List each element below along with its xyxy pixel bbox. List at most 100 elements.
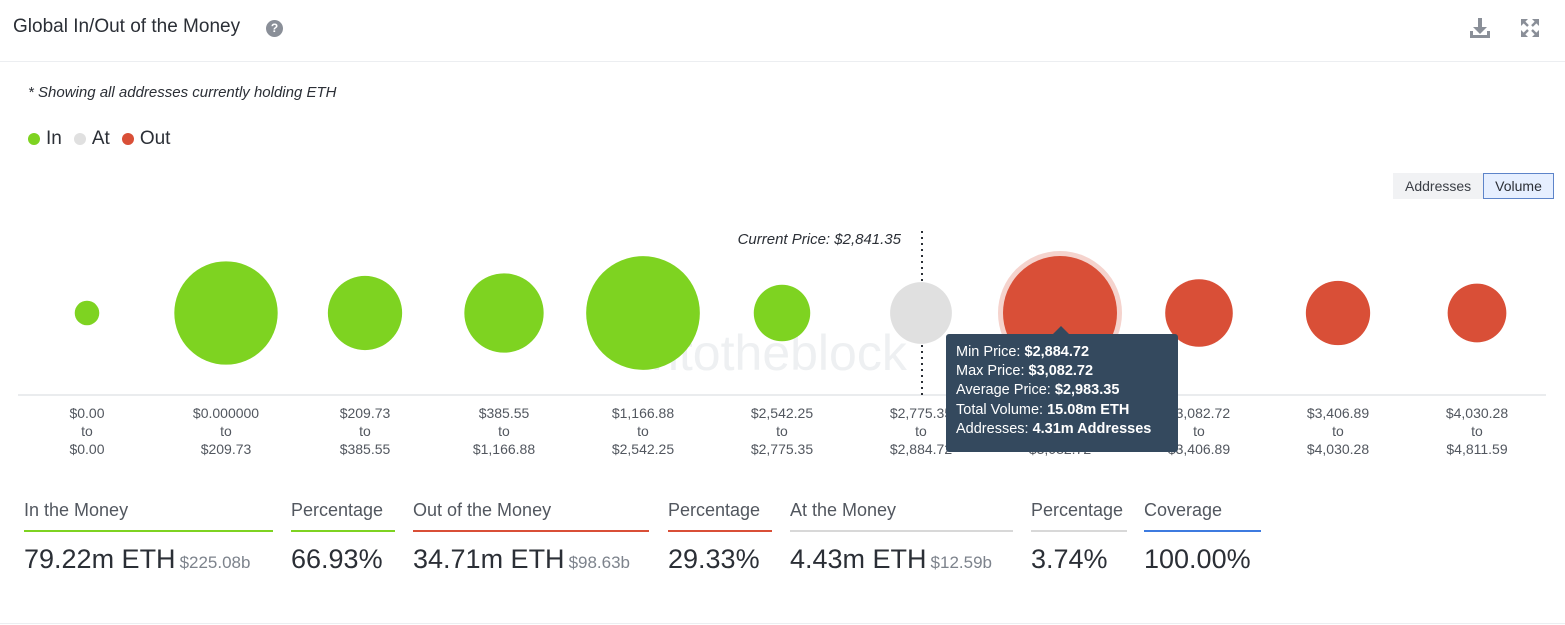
bin-range-label: $1,166.88 <box>473 441 535 457</box>
bin-range-label: $0.00 <box>69 441 104 457</box>
stat-value: 29.33% <box>668 544 760 574</box>
bin-range-label: $385.55 <box>479 405 530 421</box>
tooltip-total-volume: Total Volume: 15.08m ETH <box>956 401 1130 418</box>
bubble-in[interactable] <box>74 300 100 326</box>
stat-value: 34.71m ETH $98.63b <box>413 544 631 574</box>
stat-label: Out of the Money <box>413 500 552 520</box>
bin-range-label: to <box>81 423 93 439</box>
stat-value: 3.74% <box>1031 544 1108 574</box>
tooltip-max-price: Max Price: $3,082.72 <box>956 363 1094 380</box>
stat-sub-value: $225.08b <box>179 553 251 572</box>
stat-label: Coverage <box>1144 500 1223 520</box>
stat-value: 66.93% <box>291 544 383 574</box>
stat-label: Percentage <box>668 500 761 520</box>
bin-range-label: $2,542.25 <box>612 441 674 457</box>
stat-sub-value: $12.59b <box>930 553 992 572</box>
question-circle-icon[interactable]: ? <box>266 20 283 37</box>
bin-range-label: $1,166.88 <box>612 405 674 421</box>
bin-range-label: $4,811.59 <box>1446 441 1507 457</box>
stat-value: 79.22m ETH $225.08b <box>24 544 251 574</box>
chart-title: Global In/Out of the Money <box>13 16 241 37</box>
stat-value: 100.00% <box>1144 544 1251 574</box>
stat-label: At the Money <box>790 500 897 520</box>
bubble-in[interactable] <box>753 284 811 342</box>
bubble-at[interactable] <box>890 282 952 344</box>
bin-range-label: to <box>1332 423 1344 439</box>
stat-label: Percentage <box>291 500 384 520</box>
tooltip-addresses: Addresses: 4.31m Addresses <box>956 420 1152 437</box>
stat-out-percentage: Percentage 29.33% <box>668 500 772 575</box>
bin-range-label: to <box>915 423 927 439</box>
legend-item-at[interactable]: At <box>73 128 110 150</box>
legend-label-in: In <box>46 128 62 149</box>
stat-underline <box>1144 530 1261 532</box>
bubble-out[interactable] <box>1447 283 1507 343</box>
volume-toggle-button[interactable]: Volume <box>1483 173 1554 199</box>
stat-coverage: Coverage 100.00% <box>1144 500 1261 575</box>
bin-range-label: $385.55 <box>340 441 391 457</box>
bin-range-label: to <box>220 423 232 439</box>
tooltip-arrow <box>1053 326 1069 334</box>
bubble-in[interactable] <box>174 261 278 365</box>
legend-dot-out <box>121 133 134 145</box>
legend-item-out[interactable]: Out <box>121 128 171 150</box>
bin-range-label: $2,775.35 <box>751 441 813 457</box>
metric-toggle: Addresses Volume <box>1393 173 1554 199</box>
bubble-out[interactable] <box>1165 279 1233 347</box>
stat-in-the-money: In the Money 79.22m ETH $225.08b <box>24 500 273 575</box>
bubble-tooltip: Min Price: $2,884.72 Max Price: $3,082.7… <box>946 334 1178 452</box>
stat-label: In the Money <box>24 500 129 520</box>
tooltip-avg-price: Average Price: $2,983.35 <box>956 382 1120 399</box>
legend-dot-at <box>73 133 86 145</box>
bubble-in[interactable] <box>327 275 403 351</box>
stat-label: Percentage <box>1031 500 1124 520</box>
bin-range-label: to <box>498 423 510 439</box>
bin-range-label: $4,030.28 <box>1446 405 1508 421</box>
stat-underline <box>291 530 395 532</box>
bin-range-label: $0.000000 <box>193 405 259 421</box>
bin-range-label: $0.00 <box>69 405 104 421</box>
bin-range-label: $209.73 <box>340 405 391 421</box>
legend: In At Out <box>28 128 170 150</box>
stat-underline <box>1031 530 1127 532</box>
bottom-divider <box>0 623 1565 624</box>
stat-at-the-money: At the Money 4.43m ETH $12.59b <box>790 500 1013 575</box>
bin-range-label: to <box>1193 423 1205 439</box>
stat-sub-value: $98.63b <box>568 553 631 572</box>
bin-range-label: $2,542.25 <box>751 405 813 421</box>
bubble-out[interactable] <box>1305 280 1371 346</box>
bin-range-label: $209.73 <box>201 441 252 457</box>
stat-value: 4.43m ETH $12.59b <box>790 544 992 574</box>
addresses-toggle-button[interactable]: Addresses <box>1393 173 1484 199</box>
legend-item-in[interactable]: In <box>28 128 62 150</box>
stat-underline <box>790 530 1013 532</box>
bin-range-label: to <box>637 423 649 439</box>
legend-dot-in <box>28 133 40 145</box>
stat-out-of-the-money: Out of the Money 34.71m ETH $98.63b <box>413 500 649 575</box>
bin-range-label: $3,406.89 <box>1307 405 1369 421</box>
legend-label-out: Out <box>139 128 171 149</box>
expand-icon[interactable] <box>1518 16 1542 40</box>
chart-header: Global In/Out of the Money ? <box>0 0 1565 62</box>
current-price-label: Current Price: $2,841.35 <box>738 231 902 248</box>
stat-underline <box>413 530 649 532</box>
bin-range-label: $3,406.89 <box>1168 441 1230 457</box>
bin-range-label: $2,884.72 <box>890 441 952 457</box>
bubble-in[interactable] <box>586 256 700 370</box>
bin-range-label: $2,775.35 <box>890 405 952 421</box>
stat-in-percentage: Percentage 66.93% <box>291 500 395 575</box>
bubble-in[interactable] <box>464 273 544 353</box>
bin-range-label: to <box>359 423 371 439</box>
stat-underline <box>668 530 772 532</box>
bin-range-label: to <box>776 423 788 439</box>
tooltip-min-price: Min Price: $2,884.72 <box>956 344 1090 360</box>
bin-range-label: to <box>1471 423 1483 439</box>
bin-range-label: $3,082.72 <box>1168 405 1230 421</box>
legend-label-at: At <box>91 128 110 149</box>
holding-note: * Showing all addresses currently holdin… <box>28 84 337 101</box>
stat-underline <box>24 530 273 532</box>
bin-range-label: $4,030.28 <box>1307 441 1369 457</box>
stat-at-percentage: Percentage 3.74% <box>1031 500 1127 575</box>
download-icon[interactable] <box>1468 16 1492 40</box>
